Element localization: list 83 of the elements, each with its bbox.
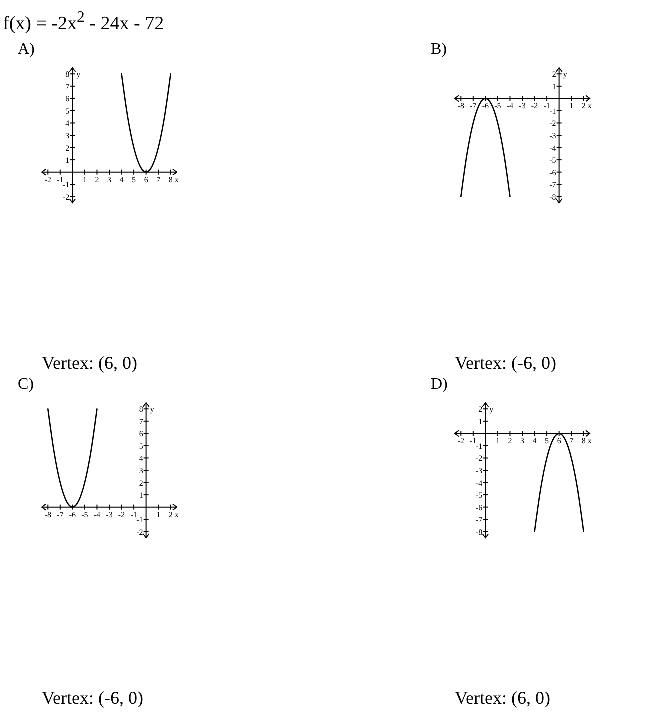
x-axis-title: x <box>588 436 592 446</box>
x-tick-label: -7 <box>470 102 477 111</box>
x-tick-label: 8 <box>582 436 586 446</box>
y-tick-label: 4 <box>139 454 144 464</box>
y-tick-label: 2 <box>66 144 70 153</box>
y-tick-label: 6 <box>139 430 144 439</box>
y-tick-label: 1 <box>478 417 483 426</box>
x-tick-label: 2 <box>95 175 100 184</box>
x-tick-label: 3 <box>520 436 524 446</box>
y-tick-label: 7 <box>66 82 70 92</box>
chart-subtitle: D) <box>431 376 448 394</box>
x-tick-label: -3 <box>519 102 526 111</box>
x-tick-label: -2 <box>44 175 52 184</box>
x-tick-label: 4 <box>532 436 537 446</box>
x-tick-label: -2 <box>531 102 538 111</box>
x-tick-label: 1 <box>156 510 161 520</box>
y-axis-title: y <box>490 405 494 414</box>
y-tick-label: 4 <box>66 119 70 128</box>
x-axis-title: x <box>174 175 179 184</box>
x-tick-label: -5 <box>82 510 88 520</box>
x-tick-label: 1 <box>82 175 87 184</box>
y-tick-label: -5 <box>476 491 483 500</box>
x-tick-label: 2 <box>582 102 586 111</box>
x-tick-label: -2 <box>118 510 126 520</box>
y-tick-label: -2 <box>550 119 556 128</box>
y-tick-label: -4 <box>550 144 556 153</box>
x-tick-label: -8 <box>458 102 464 111</box>
x-tick-label: 7 <box>156 175 161 184</box>
y-tick-label: -6 <box>550 168 556 178</box>
x-tick-label: -3 <box>106 510 113 520</box>
text: Vertex: (6, 0) <box>455 688 550 709</box>
y-axis-title: y <box>150 405 154 414</box>
x-tick-label: 3 <box>108 175 112 184</box>
y-tick-label: -2 <box>136 528 144 537</box>
y-tick-label: -3 <box>476 466 483 476</box>
y-tick-label: -8 <box>550 192 556 202</box>
x-axis-title: x <box>174 510 179 520</box>
y-tick-label: 1 <box>66 156 70 166</box>
text: Vertex: (-6, 0) <box>42 688 144 709</box>
x-axis-title: x <box>588 102 592 111</box>
x-tick-label: 2 <box>508 436 512 446</box>
chart-subtitle: C) <box>18 376 34 394</box>
y-tick-label: 7 <box>139 417 144 426</box>
y-tick-label: 3 <box>66 132 70 140</box>
x-tick-label: 1 <box>570 102 574 111</box>
y-tick-label: -8 <box>476 528 483 537</box>
y-tick-label: -2 <box>63 192 70 202</box>
x-tick-label: 8 <box>168 175 173 184</box>
y-tick-label: 3 <box>139 466 144 476</box>
y-tick-label: -6 <box>476 503 483 512</box>
y-tick-label: 1 <box>139 491 144 500</box>
text: Vertex: (6, 0) <box>42 353 138 374</box>
y-axis-title: y <box>76 70 81 80</box>
y-tick-label: 8 <box>66 70 70 80</box>
y-tick-label: 8 <box>139 405 144 414</box>
y-tick-label: 6 <box>66 94 70 104</box>
x-tick-label: 4 <box>120 175 124 184</box>
chart-subtitle: A) <box>18 41 35 59</box>
text: Vertex: (-6, 0) <box>455 353 556 374</box>
x-tick-label: -1 <box>470 436 477 446</box>
y-tick-label: -4 <box>476 478 483 488</box>
x-tick-label: 7 <box>570 436 574 446</box>
y-axis-title: y <box>563 70 568 80</box>
x-tick-label: -1 <box>130 510 138 520</box>
y-tick-label: -2 <box>476 454 483 464</box>
x-tick-label: 2 <box>168 510 173 520</box>
chart-title: f(x) = -2x$^{2}$ - 24x - 72 <box>3 8 164 36</box>
x-tick-label: -1 <box>544 102 550 111</box>
x-tick-label: -4 <box>94 510 101 520</box>
y-tick-label: -5 <box>550 156 556 166</box>
x-tick-label: -5 <box>494 102 502 111</box>
x-tick-label: -8 <box>44 510 52 520</box>
y-tick-label: 2 <box>478 405 483 414</box>
x-tick-label: -4 <box>506 102 514 111</box>
x-tick-label: -2 <box>458 436 464 446</box>
y-tick-label: -3 <box>550 132 556 140</box>
y-tick-label: 1 <box>552 82 556 92</box>
x-tick-label: -7 <box>57 510 64 520</box>
x-tick-label: -1 <box>57 175 64 184</box>
y-tick-label: 2 <box>139 478 144 488</box>
x-tick-label: 1 <box>496 436 500 446</box>
y-tick-label: 2 <box>552 70 556 80</box>
chart-subtitle: B) <box>431 41 447 59</box>
